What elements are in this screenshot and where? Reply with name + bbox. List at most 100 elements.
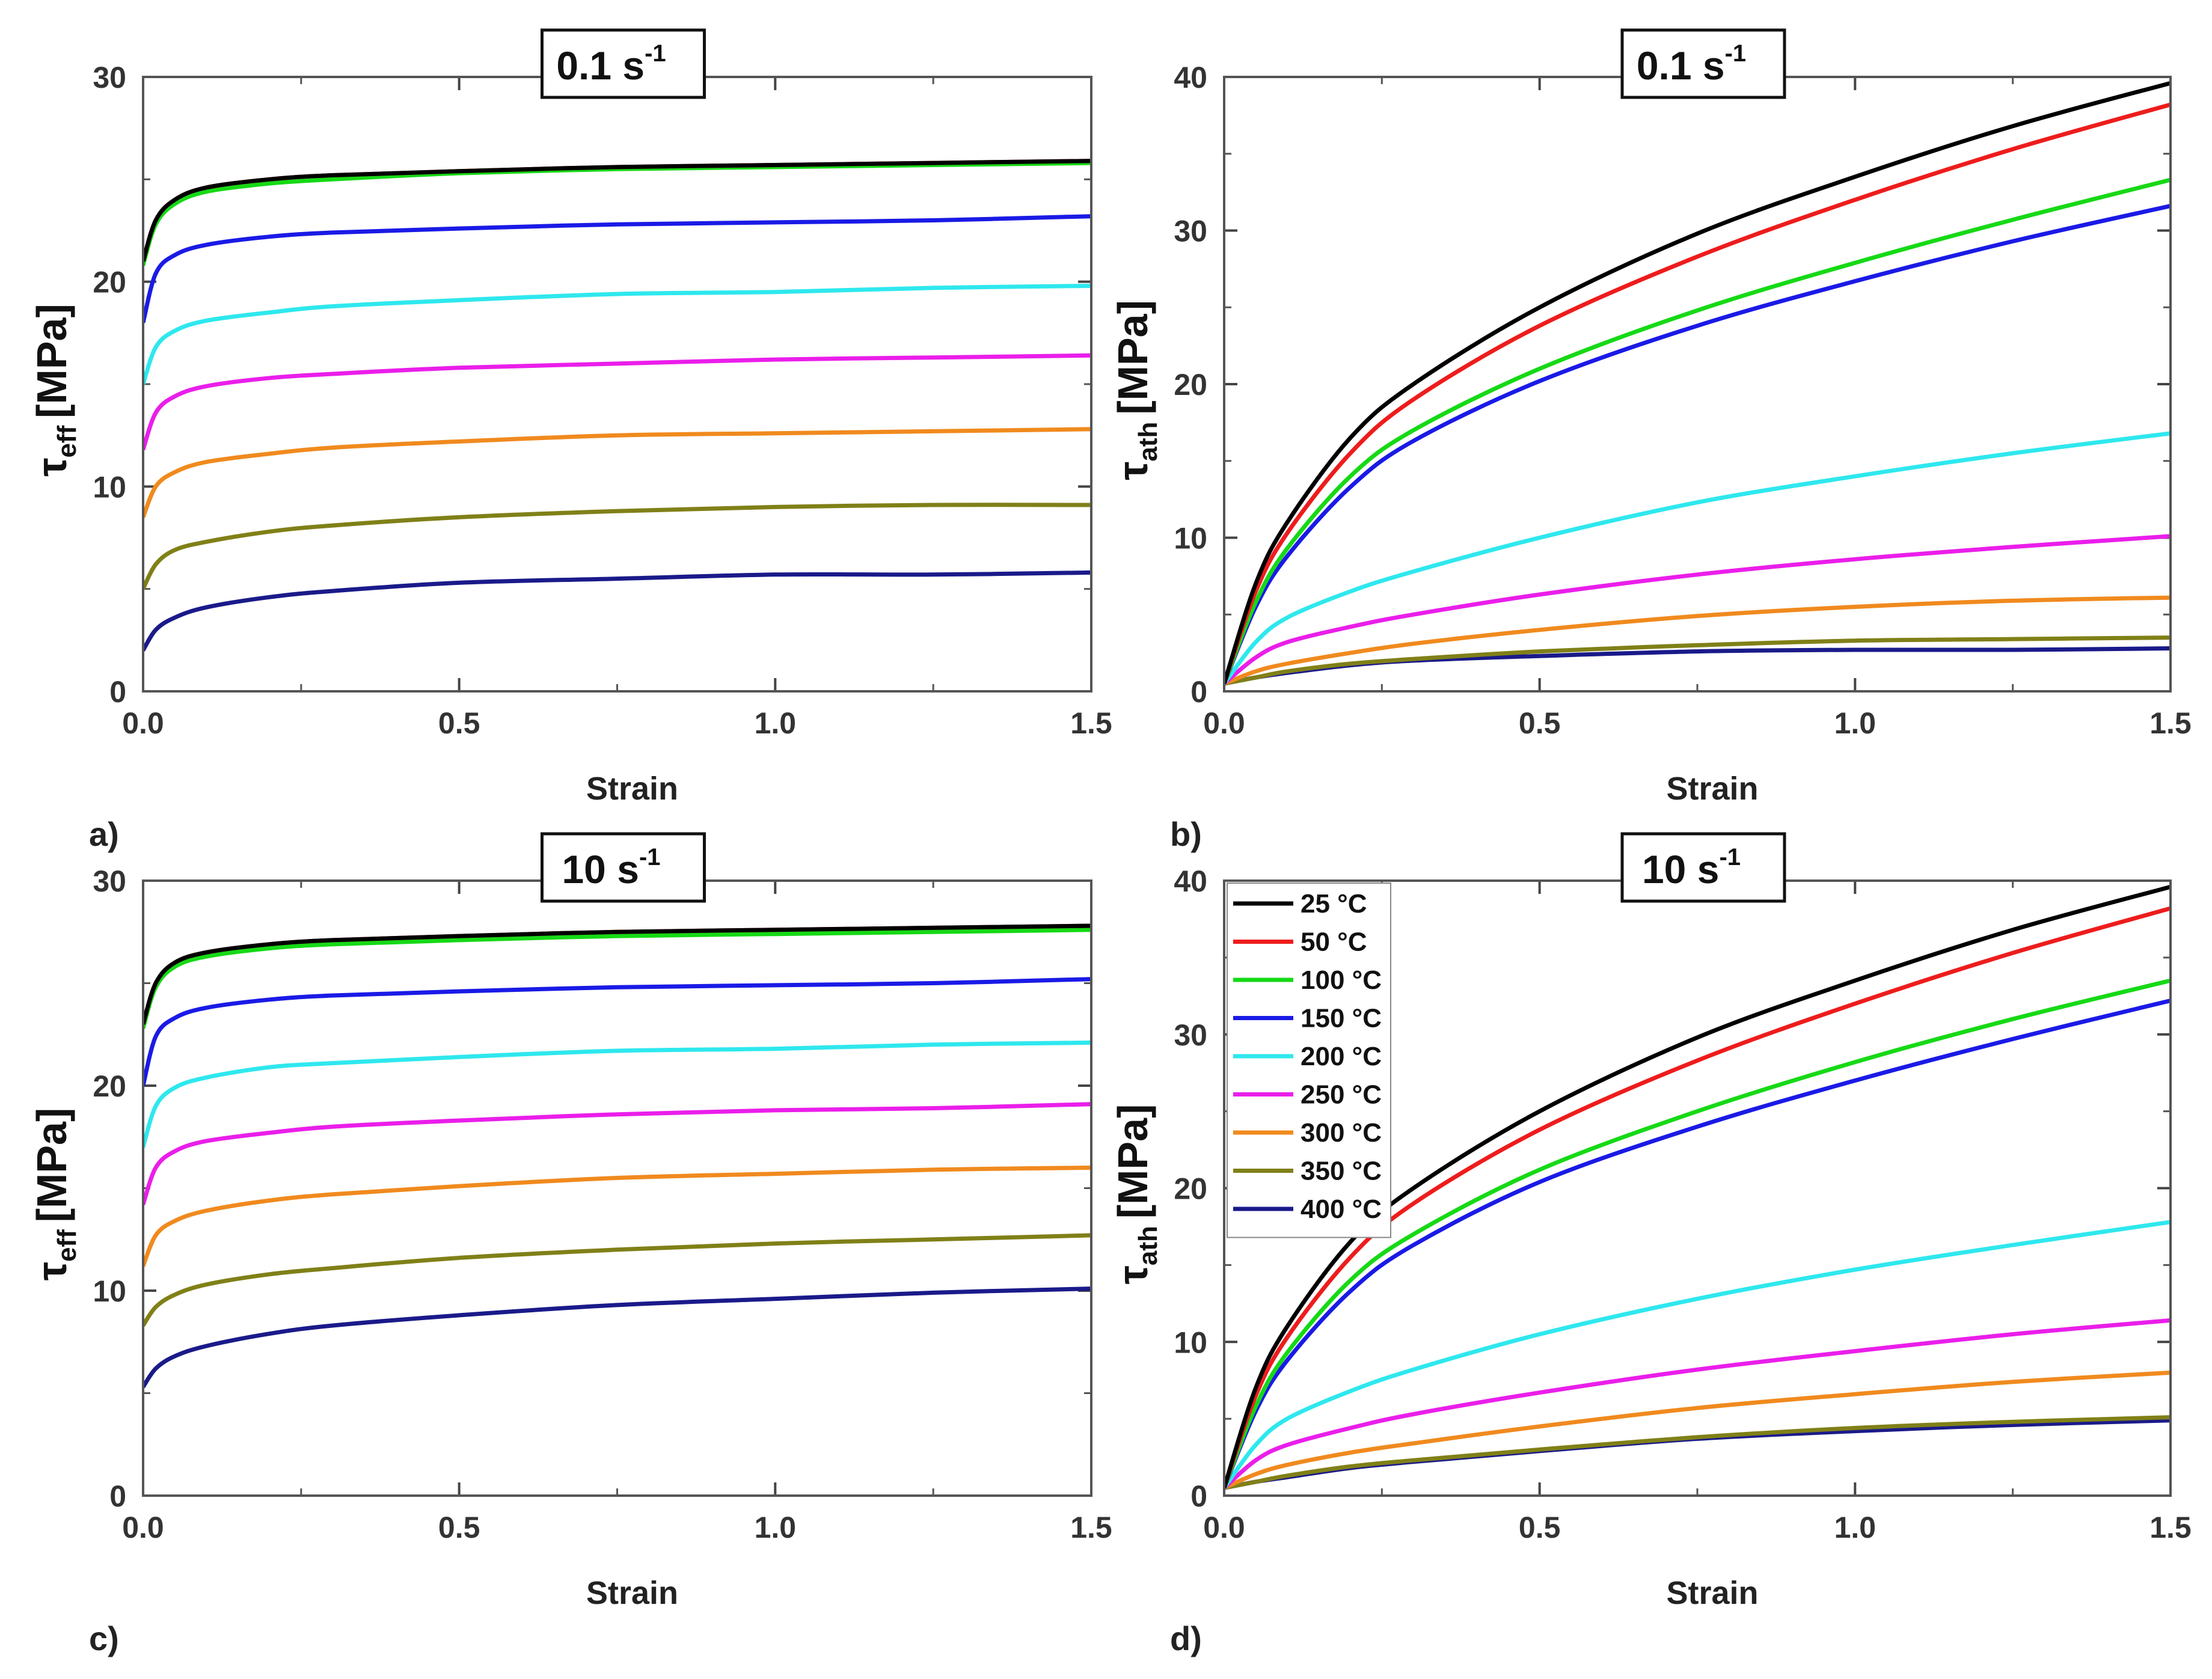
x-tick-label: 1.0 — [1834, 706, 1877, 740]
y-tick-label: 10 — [1174, 1326, 1207, 1359]
x-tick-label: 1.5 — [1070, 1511, 1112, 1544]
series-line-300c — [143, 427, 1091, 518]
y-tick-label: 20 — [93, 1069, 126, 1103]
y-tick-label: 40 — [1174, 61, 1207, 94]
series-line-200c — [143, 1040, 1091, 1148]
x-axis-label: Strain — [1666, 1575, 1758, 1611]
chart-title-superscript: -1 — [639, 844, 661, 870]
series-line-100c — [143, 928, 1091, 1029]
y-axis-label-symbol: τ — [28, 1262, 75, 1280]
series-line-350c — [1224, 635, 2171, 686]
x-tick-label: 1.5 — [1070, 706, 1112, 740]
title-box — [1620, 832, 1786, 903]
series-line-25c — [143, 159, 1091, 262]
chart-title-superscript: -1 — [645, 40, 666, 67]
x-tick-label: 0.0 — [122, 706, 164, 740]
chart-title: 10 s-1 — [1642, 844, 1741, 891]
y-tick-label: 30 — [1174, 215, 1207, 248]
y-tick-label: 0 — [109, 1479, 126, 1513]
series-line-50c — [1224, 102, 2171, 685]
panel-label: d) — [1170, 1619, 1202, 1657]
x-tick-label: 0.0 — [122, 1511, 164, 1544]
series-line-150c — [1224, 204, 2171, 685]
x-tick-label: 1.0 — [755, 1511, 797, 1544]
legend: 25 °C 50 °C 100 °C 150 °C 200 °C 250 °C 300 °C… — [1227, 882, 1391, 1238]
series-line-25c — [143, 923, 1091, 1025]
panel-label: a) — [89, 815, 119, 853]
legend-entry: 50 °C — [1301, 928, 1367, 957]
x-tick-label: 0.5 — [438, 1511, 480, 1544]
x-tick-label: 0.0 — [1203, 706, 1245, 740]
series-line-100c — [1224, 978, 2171, 1489]
chart-panel-b: 0.0 0.5 1.0 1.5 0 10 20 30 40 0.1 s-1 Strain b) τath… — [1109, 28, 2192, 853]
chart-title-main: 10 s — [562, 847, 639, 891]
y-tick-label: 30 — [93, 864, 126, 898]
series-line-300c — [1224, 1370, 2171, 1490]
y-tick-label: 0 — [109, 675, 126, 709]
legend-entry: 250 °C — [1301, 1080, 1382, 1110]
chart-title-main: 10 s — [1642, 847, 1719, 891]
y-axis-label-subscript: eff — [52, 425, 82, 457]
legend-entry: 150 °C — [1301, 1004, 1382, 1033]
series-line-400c — [143, 1286, 1091, 1389]
series-line-250c — [143, 353, 1091, 451]
series-line-300c — [143, 1165, 1091, 1267]
x-tick-label: 0.5 — [438, 706, 480, 740]
series-line-25c — [1224, 884, 2171, 1489]
y-tick-label: 20 — [1174, 1172, 1207, 1206]
y-axis-label: τath [MPa] — [1109, 300, 1163, 480]
x-tick-label: 1.5 — [2149, 706, 2192, 740]
title-box — [541, 832, 706, 903]
x-tick-label: 1.0 — [1834, 1511, 1877, 1544]
series-line-200c — [1224, 1220, 2171, 1490]
series-line-350c — [1224, 1415, 2171, 1490]
chart-panel-d: 0.0 0.5 1.0 1.5 0 10 20 30 40 10 s-1 Strain d) τath [… — [1109, 832, 2192, 1657]
series-line-250c — [1224, 534, 2171, 685]
y-tick-label: 0 — [1190, 675, 1207, 709]
y-tick-label: 10 — [93, 1274, 126, 1308]
y-axis-label-subscript: ath — [1133, 1226, 1163, 1265]
series-line-50c — [1224, 906, 2171, 1489]
legend-entry: 25 °C — [1301, 889, 1367, 919]
y-axis-label-symbol: τ — [28, 458, 75, 477]
series-line-100c — [1224, 177, 2171, 685]
y-tick-label: 20 — [93, 266, 126, 299]
series-line-350c — [143, 503, 1091, 590]
y-axis-label: τath [MPa] — [1109, 1104, 1163, 1285]
y-tick-label: 30 — [93, 61, 126, 94]
y-axis-label: τeff [MPa] — [28, 1108, 82, 1281]
y-axis-label-unit: [MPa] — [1109, 1104, 1156, 1219]
chart-title-main: 0.1 s — [556, 43, 645, 88]
series-line-250c — [1224, 1318, 2171, 1490]
chart-panel-a: 0.0 0.5 1.0 1.5 0 10 20 30 0.1 s-1 Strain a) τeff [M… — [28, 28, 1112, 853]
y-tick-label: 10 — [1174, 522, 1207, 555]
y-axis-label-symbol: τ — [1109, 1265, 1156, 1284]
series-line-250c — [143, 1102, 1091, 1205]
series-line-350c — [143, 1233, 1091, 1327]
legend-entry: 200 °C — [1301, 1042, 1382, 1071]
x-tick-label: 0.5 — [1519, 1511, 1561, 1544]
y-tick-label: 30 — [1174, 1018, 1207, 1052]
title-box — [541, 28, 706, 99]
series-line-150c — [143, 977, 1091, 1086]
y-tick-label: 10 — [93, 470, 126, 504]
title-box — [1620, 28, 1786, 99]
y-axis-label-symbol: τ — [1109, 462, 1156, 480]
chart-title: 0.1 s-1 — [556, 40, 666, 88]
chart-title-superscript: -1 — [1719, 844, 1741, 870]
series-line-200c — [1224, 431, 2171, 685]
legend-entry: 350 °C — [1301, 1157, 1382, 1186]
x-axis-label: Strain — [586, 771, 678, 807]
y-tick-label: 40 — [1174, 864, 1207, 898]
legend-entry: 400 °C — [1301, 1194, 1382, 1224]
series-line-25c — [1224, 81, 2171, 685]
chart-title-main: 0.1 s — [1637, 43, 1725, 88]
panel-label: b) — [1170, 815, 1202, 853]
y-axis-label-subscript: ath — [1133, 422, 1163, 462]
series-line-400c — [143, 570, 1091, 652]
y-axis-label-unit: [MPa] — [28, 304, 75, 418]
y-axis-label-unit: [MPa] — [1109, 300, 1156, 415]
chart-title: 0.1 s-1 — [1637, 40, 1746, 88]
